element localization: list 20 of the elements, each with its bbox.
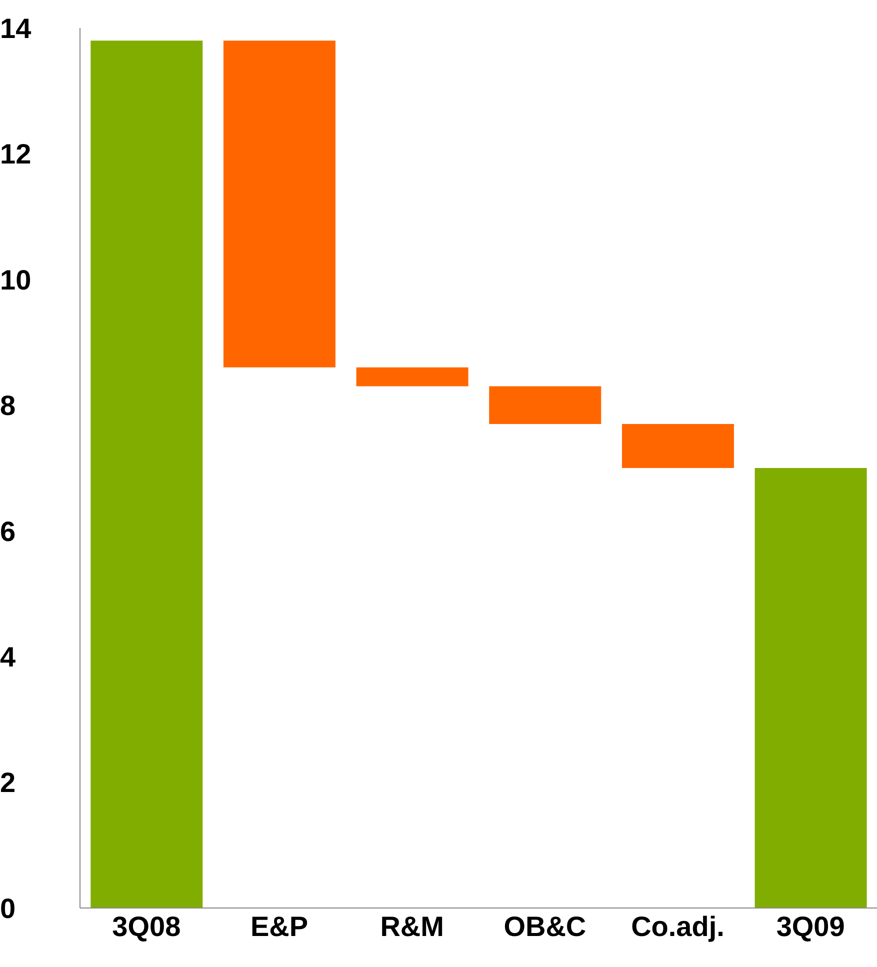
y-tick-label: 0: [0, 892, 16, 924]
bar: [356, 367, 468, 386]
bar: [622, 424, 734, 468]
y-tick-label: 8: [0, 390, 16, 422]
y-tick-label: 4: [0, 642, 16, 673]
bar: [754, 468, 867, 908]
y-tick-label: 2: [0, 767, 16, 798]
y-tick-label: 12: [0, 138, 32, 170]
bar: [90, 40, 203, 908]
y-tick-label: 6: [0, 516, 16, 547]
x-tick-label: R&M: [380, 910, 444, 942]
bar: [489, 386, 602, 424]
y-tick-label: 14: [0, 12, 32, 44]
x-tick-label: E&P: [250, 910, 308, 942]
x-tick-label: 3Q09: [776, 910, 845, 942]
y-tick-label: 10: [0, 264, 32, 296]
x-tick-label: Co.adj.: [631, 910, 724, 942]
bar: [223, 40, 336, 368]
x-tick-label: 3Q08: [112, 910, 181, 942]
x-tick-label: OB&C: [504, 910, 586, 942]
